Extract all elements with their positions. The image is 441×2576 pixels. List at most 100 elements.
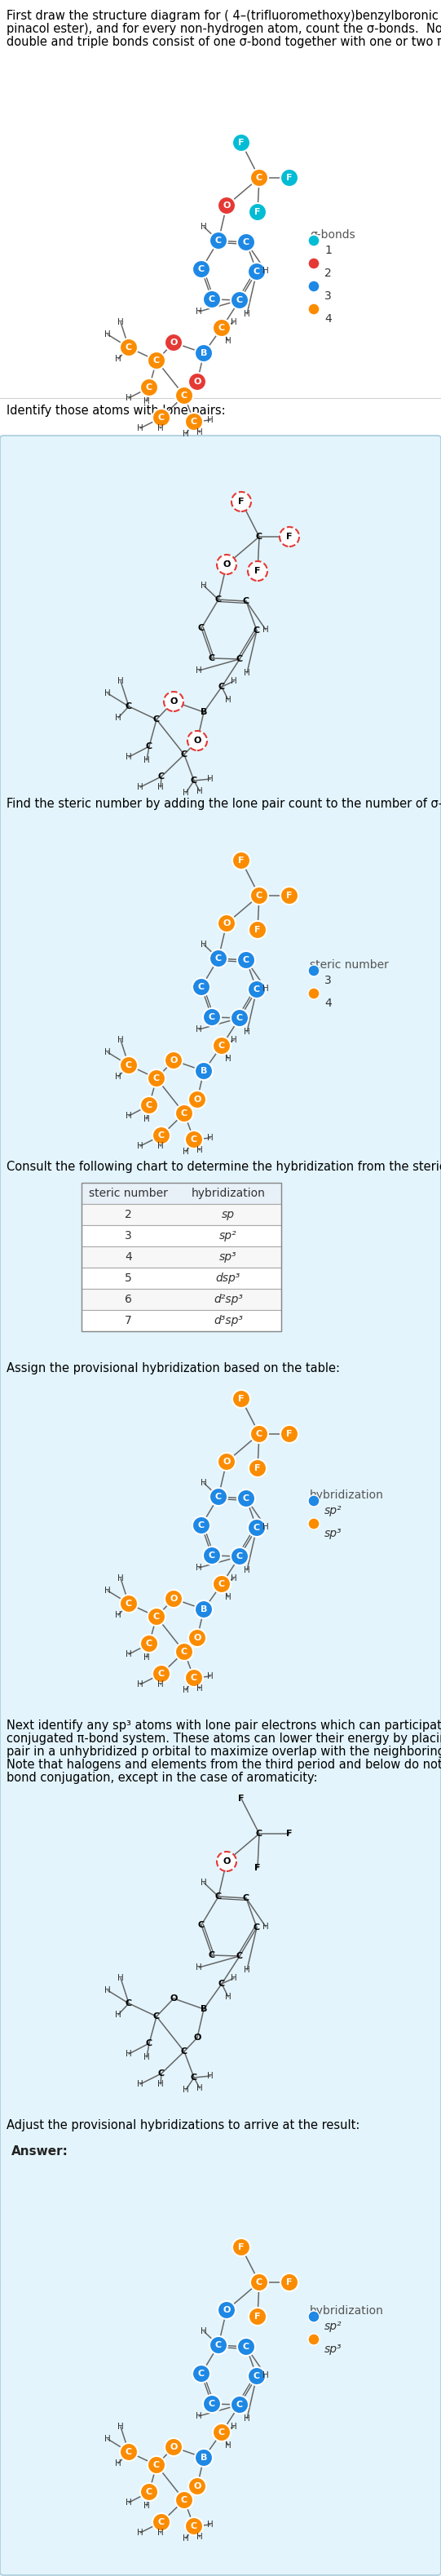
Text: H: H bbox=[126, 1651, 132, 1659]
Circle shape bbox=[164, 1589, 183, 1607]
Text: 4: 4 bbox=[125, 1252, 132, 1262]
Text: H: H bbox=[197, 2084, 203, 2092]
Text: 4: 4 bbox=[325, 314, 332, 325]
Circle shape bbox=[153, 1664, 170, 1682]
Circle shape bbox=[237, 951, 255, 969]
Text: Answer:: Answer: bbox=[11, 2146, 68, 2159]
Circle shape bbox=[308, 258, 320, 268]
Text: 2: 2 bbox=[125, 1208, 132, 1221]
Text: steric number: steric number bbox=[310, 958, 389, 971]
Text: H: H bbox=[183, 1687, 189, 1695]
Text: First draw the structure diagram for ( 4–(trifluoromethoxy)benzylboronic acid: First draw the structure diagram for ( 4… bbox=[7, 10, 441, 23]
Circle shape bbox=[308, 966, 320, 976]
Text: H: H bbox=[196, 2411, 202, 2421]
Text: H: H bbox=[137, 2079, 143, 2089]
Circle shape bbox=[120, 1595, 138, 1613]
Text: H: H bbox=[126, 2050, 132, 2058]
Circle shape bbox=[231, 291, 249, 309]
Text: H: H bbox=[201, 222, 207, 232]
Text: 6: 6 bbox=[125, 1293, 132, 1306]
Text: C: C bbox=[254, 626, 260, 634]
Circle shape bbox=[213, 319, 231, 337]
Text: B: B bbox=[200, 708, 207, 716]
Circle shape bbox=[120, 1056, 138, 1074]
Circle shape bbox=[217, 1852, 236, 1870]
Text: H: H bbox=[244, 2414, 250, 2421]
Circle shape bbox=[148, 1607, 165, 1625]
Text: C: C bbox=[146, 742, 153, 750]
Text: H: H bbox=[201, 940, 207, 948]
FancyBboxPatch shape bbox=[82, 1182, 281, 1203]
Text: C: C bbox=[191, 2522, 197, 2530]
Text: C: C bbox=[191, 2074, 197, 2081]
Text: F: F bbox=[286, 891, 292, 899]
Text: 3: 3 bbox=[325, 291, 332, 301]
Text: H: H bbox=[117, 1036, 124, 1043]
Text: F: F bbox=[238, 1795, 244, 1803]
Text: O: O bbox=[223, 920, 231, 927]
Text: C: C bbox=[126, 2447, 132, 2455]
Text: Ö: Ö bbox=[223, 1857, 231, 1865]
Text: C: C bbox=[218, 1981, 225, 1989]
Text: H: H bbox=[105, 1986, 111, 1994]
Text: C: C bbox=[153, 1074, 160, 1082]
Text: O: O bbox=[170, 337, 177, 348]
Text: H: H bbox=[201, 582, 207, 590]
Text: F: F bbox=[238, 1394, 244, 1404]
Text: sp³: sp³ bbox=[220, 1252, 237, 1262]
Circle shape bbox=[249, 2308, 266, 2326]
Text: C: C bbox=[158, 773, 164, 781]
Text: C: C bbox=[254, 268, 260, 276]
Text: F: F bbox=[254, 1865, 261, 1873]
Text: Adjust the provisional hybridizations to arrive at the result:: Adjust the provisional hybridizations to… bbox=[7, 2120, 360, 2130]
Text: H: H bbox=[183, 788, 189, 796]
Circle shape bbox=[248, 1520, 266, 1538]
Text: H: H bbox=[207, 1133, 213, 1141]
Text: Next identify any sp³ atoms with lone pair electrons which can participate in a: Next identify any sp³ atoms with lone pa… bbox=[7, 1721, 441, 1731]
Text: Note that halogens and elements from the third period and below do not engage in: Note that halogens and elements from the… bbox=[7, 1759, 441, 1770]
Circle shape bbox=[308, 304, 320, 314]
Circle shape bbox=[231, 2396, 249, 2414]
Circle shape bbox=[218, 196, 235, 214]
Text: H: H bbox=[262, 1922, 269, 1932]
Circle shape bbox=[280, 528, 299, 546]
Text: dsp³: dsp³ bbox=[216, 1273, 241, 1283]
Text: B: B bbox=[200, 1066, 207, 1074]
Text: C: C bbox=[236, 1953, 243, 1960]
Text: C: C bbox=[243, 2342, 250, 2352]
Text: C: C bbox=[209, 1551, 215, 1558]
Text: O: O bbox=[170, 2442, 177, 2452]
Text: O: O bbox=[194, 379, 201, 386]
Text: H: H bbox=[231, 677, 237, 685]
Text: H: H bbox=[262, 2372, 269, 2380]
Text: H: H bbox=[207, 775, 213, 783]
Text: C: C bbox=[181, 1649, 187, 1656]
Text: C: C bbox=[236, 1015, 243, 1023]
Text: H: H bbox=[117, 677, 124, 685]
Text: H: H bbox=[183, 1149, 189, 1157]
Text: C: C bbox=[215, 2342, 222, 2349]
Circle shape bbox=[213, 1574, 231, 1592]
Text: F: F bbox=[286, 1430, 292, 1437]
Text: H: H bbox=[244, 309, 250, 317]
Text: C: C bbox=[126, 1061, 132, 1069]
Text: F: F bbox=[238, 2244, 244, 2251]
Text: C: C bbox=[215, 1492, 222, 1502]
Text: H: H bbox=[225, 1592, 232, 1602]
Circle shape bbox=[203, 291, 221, 309]
Circle shape bbox=[164, 693, 183, 711]
Text: F: F bbox=[286, 2277, 292, 2287]
Text: C: C bbox=[218, 683, 225, 690]
Text: F: F bbox=[238, 855, 244, 866]
Text: C: C bbox=[254, 2372, 260, 2380]
Circle shape bbox=[192, 2365, 210, 2383]
Text: C: C bbox=[158, 1669, 164, 1677]
Circle shape bbox=[140, 1636, 158, 1654]
Text: C: C bbox=[153, 2012, 160, 2020]
Text: H: H bbox=[126, 752, 132, 760]
Text: C: C bbox=[236, 296, 243, 304]
Text: C: C bbox=[146, 1100, 153, 1110]
Text: C: C bbox=[254, 1525, 260, 1533]
Text: d²sp³: d²sp³ bbox=[213, 1293, 243, 1306]
Text: F: F bbox=[254, 1463, 261, 1473]
